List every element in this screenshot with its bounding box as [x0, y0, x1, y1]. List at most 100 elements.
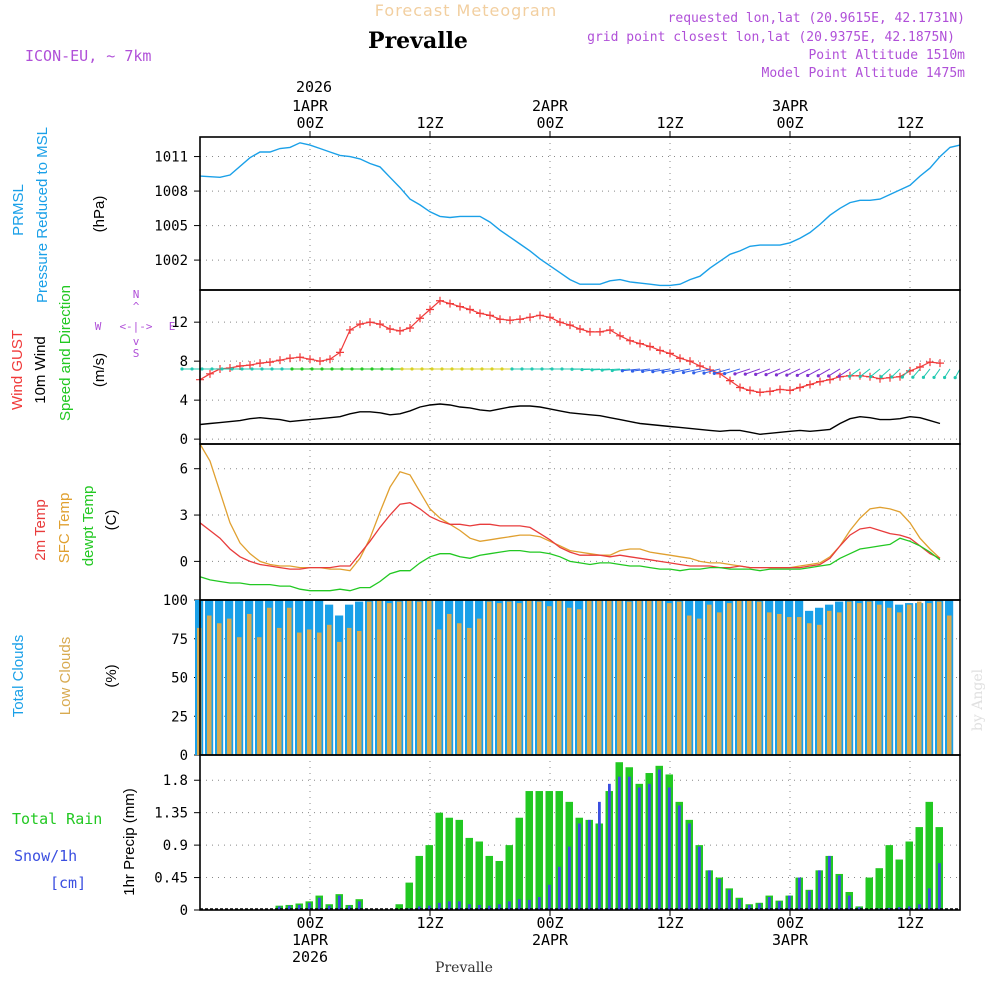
snow-bar — [778, 901, 781, 910]
snow-bar — [488, 905, 491, 910]
wind-direction-arrowhead — [651, 370, 655, 374]
wind-direction-arrowhead — [671, 370, 675, 374]
wind-direction-arrowhead — [410, 367, 414, 371]
wind-direction-arrowhead — [360, 367, 364, 371]
snow-bar — [608, 783, 611, 910]
snow-bar — [668, 787, 671, 910]
wind-label: 10m Wind — [32, 336, 49, 404]
top-time-label: 2APR — [532, 97, 569, 115]
wind-direction-arrow — [797, 368, 811, 376]
snow-bar — [448, 901, 451, 910]
bottom-time-label: 2026 — [292, 948, 328, 966]
snow-bar — [748, 904, 751, 910]
gust-marker — [556, 318, 564, 327]
compass-arrow-down: v — [133, 335, 140, 348]
low-clouds-bar — [547, 606, 552, 755]
gust-marker — [586, 327, 594, 336]
precip-tick-label: 0.9 — [163, 838, 188, 854]
low-clouds-bar — [517, 603, 522, 755]
gust-marker — [776, 385, 784, 394]
wind-direction-arrow — [755, 368, 771, 375]
wind-panel: 12 8 4 0 — [171, 290, 961, 448]
snow-bar — [458, 901, 461, 910]
bottom-time-label: 3APR — [772, 931, 809, 949]
temp-unit: (C) — [103, 510, 120, 531]
low-clouds-bar — [347, 627, 352, 755]
pressure-label-1: PRMSL — [10, 184, 27, 236]
low-clouds-bar — [527, 600, 532, 755]
wind-direction-arrowhead — [430, 367, 434, 371]
wind-tick-label: 0 — [180, 432, 188, 448]
low-clouds-bar — [217, 623, 222, 755]
snow-bar — [728, 889, 731, 910]
wind-direction-arrowhead — [911, 375, 915, 379]
gust-marker — [536, 311, 544, 320]
wind-direction-arrowhead — [837, 374, 841, 378]
wind-direction-arrowhead — [490, 367, 494, 371]
rain-bar — [405, 882, 413, 910]
gust-marker — [506, 316, 514, 325]
low-clouds-bar — [647, 600, 652, 755]
gust-marker — [516, 315, 524, 324]
wind-direction-arrowhead — [600, 368, 604, 372]
pressure-tick-label: 1002 — [154, 253, 188, 269]
top-time-label: 1APR — [292, 97, 329, 115]
low-clouds-bar — [737, 600, 742, 755]
wind-direction-arrowhead — [795, 373, 799, 377]
wind-direction-arrowhead — [220, 367, 224, 371]
clouds-tick-label: 50 — [171, 671, 188, 687]
credit: by Angel — [970, 668, 986, 731]
wind-direction-arrowhead — [560, 367, 564, 371]
precip-tick-label: 1.8 — [163, 773, 188, 789]
wind-direction-arrow — [891, 368, 901, 378]
snow-bar — [938, 863, 941, 910]
gust-marker — [256, 359, 264, 368]
model-label: ICON-EU, ~ 7km — [25, 47, 151, 65]
gust-marker — [566, 321, 574, 330]
gust-marker — [456, 302, 464, 311]
low-clouds-bar — [807, 623, 812, 755]
wind-direction-arrowhead — [180, 367, 184, 371]
clouds-unit: (%) — [103, 664, 120, 687]
low-clouds-bar — [367, 601, 372, 755]
snow-bar — [858, 907, 861, 910]
snow-label: Snow/1h — [14, 847, 77, 865]
wind-direction-arrowhead — [921, 375, 926, 379]
gust-marker — [526, 313, 534, 322]
wind-direction-arrow — [849, 368, 861, 377]
wind-direction-arrow — [807, 368, 821, 376]
snow-bar — [338, 895, 341, 910]
low-clouds-bar — [267, 607, 272, 755]
precip-tick-label: 1.35 — [154, 806, 188, 822]
snow-bar — [548, 884, 551, 910]
dewpt-line — [199, 537, 941, 592]
wind-direction-arrowhead — [879, 375, 883, 379]
pressure-panel: 1011 1008 1005 1002 — [154, 137, 961, 290]
wind-direction-arrow — [662, 368, 681, 373]
gust-marker — [396, 326, 404, 335]
wind-direction-arrow — [703, 368, 721, 374]
low-clouds-bar — [747, 600, 752, 755]
wind-direction-arrowhead — [932, 375, 936, 380]
rain-bar — [925, 801, 933, 910]
wind-direction-arrowhead — [641, 369, 645, 373]
top-time-label: 12Z — [896, 114, 923, 132]
model-altitude: Model Point Altitude 1475m — [762, 66, 966, 81]
wind-unit: (m/s) — [91, 353, 108, 387]
low-clouds-bar — [477, 618, 482, 755]
wind-direction-arrowhead — [754, 372, 758, 376]
snow-bar — [628, 776, 631, 910]
wind-direction-arrow — [693, 368, 711, 374]
low-clouds-bar — [497, 603, 502, 755]
temp-frame — [199, 443, 961, 601]
low-clouds-bar — [337, 641, 342, 755]
snow-bar — [428, 905, 431, 910]
wind-direction-arrowhead — [540, 367, 544, 371]
wind-direction-arrowhead — [630, 369, 635, 373]
snow-bar — [828, 855, 831, 910]
cloud-labels: Total Clouds Low Clouds (%) — [10, 635, 120, 718]
rain-bar — [535, 791, 543, 910]
clouds-panel: 100 75 50 25 0 — [163, 593, 960, 764]
wind-direction-arrow — [642, 368, 661, 372]
